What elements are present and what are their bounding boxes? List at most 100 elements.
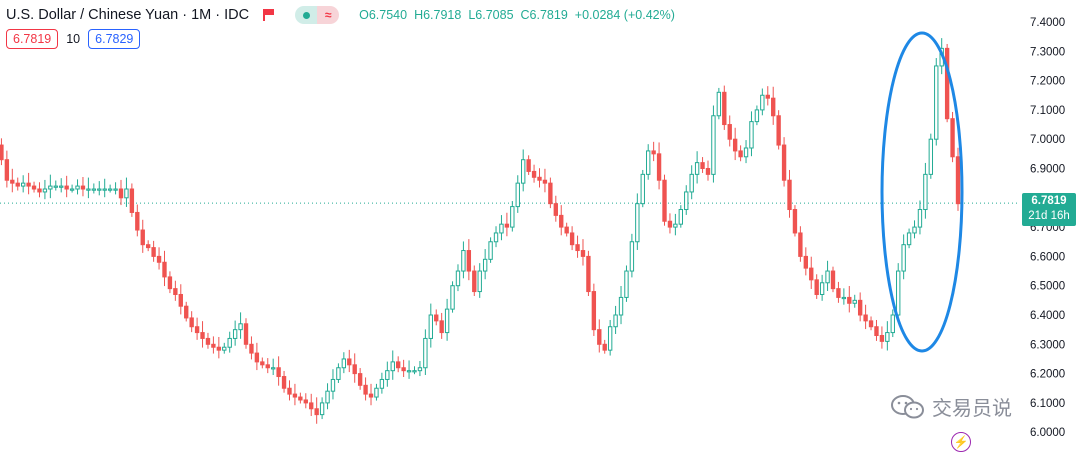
candle-down bbox=[281, 376, 287, 389]
candle-up bbox=[613, 314, 618, 328]
candle-up bbox=[934, 65, 939, 140]
candle-up bbox=[455, 270, 461, 287]
candle-down bbox=[732, 138, 738, 152]
candle-down bbox=[705, 168, 711, 175]
candle-down bbox=[727, 124, 732, 140]
candle-up bbox=[412, 370, 417, 373]
candle-up bbox=[493, 232, 499, 243]
candle-up bbox=[271, 367, 276, 370]
candle-up bbox=[646, 150, 651, 175]
candle-up bbox=[222, 346, 227, 351]
y-tick-label: 7.3000 bbox=[1030, 46, 1065, 58]
sell-price-button[interactable]: 6.7819 bbox=[6, 29, 59, 49]
candle-down bbox=[173, 288, 178, 295]
candle-up bbox=[482, 258, 488, 272]
candle-down bbox=[787, 179, 792, 211]
price-axis[interactable]: 7.40007.30007.20007.10007.00006.90006.80… bbox=[1030, 17, 1065, 439]
candle-down bbox=[830, 270, 836, 290]
candle-down bbox=[564, 226, 569, 234]
candle-down bbox=[434, 314, 439, 322]
candle-down bbox=[798, 232, 803, 257]
candle-up bbox=[227, 337, 232, 348]
candle-down bbox=[31, 185, 37, 190]
y-tick-label: 6.9000 bbox=[1030, 164, 1065, 176]
candle-up bbox=[885, 332, 890, 342]
candle-down bbox=[184, 305, 189, 319]
candle-down bbox=[260, 361, 265, 366]
candle-up bbox=[901, 244, 906, 272]
candle-up bbox=[75, 185, 80, 190]
candle-down bbox=[548, 182, 553, 205]
candle-down bbox=[156, 255, 162, 263]
candle-down bbox=[439, 320, 444, 334]
candle-up bbox=[48, 185, 53, 190]
chart-header: U.S. Dollar / Chinese Yuan · 1M · IDC ≈ … bbox=[6, 4, 675, 26]
candle-up bbox=[760, 94, 765, 111]
candle-up bbox=[640, 173, 645, 205]
candle-down bbox=[10, 179, 15, 184]
candle-up bbox=[379, 378, 385, 389]
candle-up bbox=[341, 358, 347, 369]
candle-up bbox=[607, 326, 613, 351]
ohlc-high: H6.7918 bbox=[414, 8, 462, 22]
candle-down bbox=[298, 396, 303, 401]
highlight-ellipse bbox=[880, 31, 964, 353]
watermark: 交易员说 bbox=[890, 392, 1012, 421]
y-tick-label: 7.1000 bbox=[1030, 105, 1065, 117]
candle-down bbox=[667, 220, 673, 228]
candle-down bbox=[542, 179, 548, 184]
candle-down bbox=[37, 188, 42, 193]
candle-down bbox=[472, 270, 477, 293]
candle-down bbox=[868, 320, 874, 328]
candle-down bbox=[857, 299, 863, 316]
candle-up bbox=[477, 270, 482, 293]
candle-down bbox=[466, 250, 472, 272]
candle-down bbox=[396, 361, 401, 369]
candle-up bbox=[374, 387, 379, 398]
bolt-icon[interactable]: ⚡ bbox=[951, 432, 971, 452]
candle-down bbox=[662, 179, 667, 222]
candle-down bbox=[847, 296, 852, 304]
candle-down bbox=[504, 223, 510, 228]
candle-down bbox=[863, 314, 868, 322]
candle-up bbox=[336, 367, 341, 380]
status-pill[interactable]: ≈ bbox=[295, 6, 340, 24]
candle-up bbox=[124, 188, 129, 199]
candle-down bbox=[950, 118, 955, 158]
candle-up bbox=[102, 188, 107, 191]
candle-up bbox=[510, 206, 515, 228]
candle-down bbox=[363, 384, 368, 395]
candle-up bbox=[749, 121, 754, 149]
candle-down bbox=[879, 335, 885, 342]
candle-up bbox=[694, 162, 700, 175]
candle-up bbox=[488, 241, 493, 260]
buy-price-button[interactable]: 6.7829 bbox=[88, 29, 141, 49]
candle-down bbox=[347, 358, 352, 366]
candle-up bbox=[684, 191, 689, 211]
candle-down bbox=[4, 159, 10, 181]
candle-down bbox=[569, 232, 575, 246]
watermark-text: 交易员说 bbox=[932, 398, 1012, 420]
candle-up bbox=[852, 299, 857, 304]
candle-down bbox=[200, 332, 205, 339]
candle-down bbox=[722, 91, 727, 126]
status-dot-icon bbox=[295, 6, 318, 24]
candle-up bbox=[86, 188, 91, 191]
candle-up bbox=[521, 159, 526, 184]
wave-icon: ≈ bbox=[317, 6, 340, 24]
candle-down bbox=[738, 150, 743, 158]
flag-icon[interactable] bbox=[261, 9, 275, 21]
candle-up bbox=[618, 296, 624, 316]
candle-down bbox=[357, 373, 363, 386]
candle-up bbox=[912, 226, 917, 234]
candles-group bbox=[0, 38, 961, 424]
candle-down bbox=[368, 393, 374, 398]
candle-down bbox=[781, 144, 787, 181]
candle-up bbox=[319, 402, 325, 416]
candle-up bbox=[896, 270, 901, 316]
symbol-title[interactable]: U.S. Dollar / Chinese Yuan · 1M · IDC bbox=[6, 7, 250, 23]
candle-up bbox=[629, 241, 635, 272]
candle-up bbox=[754, 109, 760, 123]
candle-up bbox=[113, 188, 118, 191]
